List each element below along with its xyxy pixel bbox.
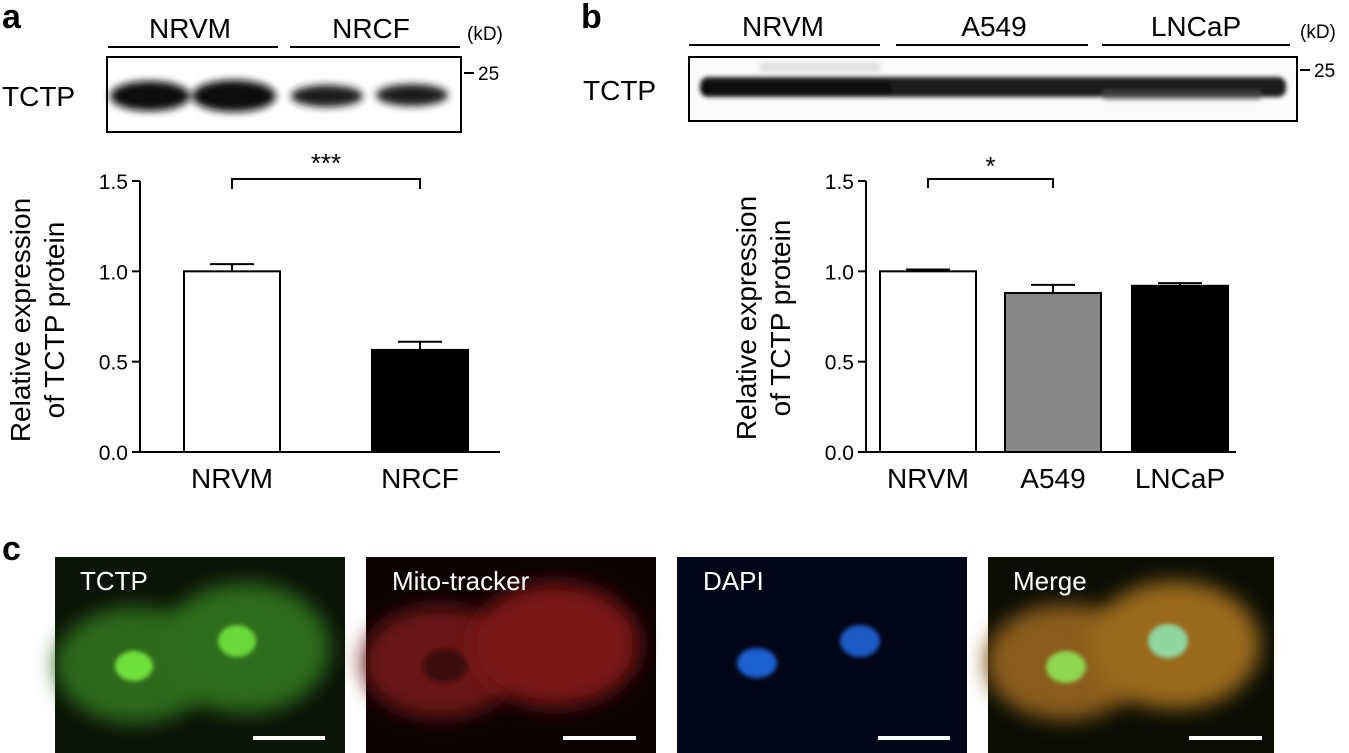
chart-b-xtick-label: A549 — [1020, 463, 1085, 494]
chart-a-ylabel-line2: of TCTP protein — [39, 222, 70, 419]
chart-b-ylabel-line1: Relative expression — [731, 196, 762, 440]
chart-a-ytick-label: 0.5 — [99, 352, 128, 375]
chart-b-bar — [879, 270, 977, 454]
micrograph-tctp-title: TCTP — [80, 566, 148, 596]
chart-a-ytick-label: 1.0 — [99, 261, 128, 284]
panel-a-letter: a — [2, 0, 22, 36]
chart-b-bar — [1004, 292, 1102, 453]
blot-a-unit: (kD) — [467, 24, 503, 45]
blot-b-image — [688, 56, 1298, 122]
blot-a-group-2: NRCF — [332, 13, 410, 44]
chart-a-xtick-label: NRCF — [381, 463, 459, 494]
chart-b-xtick-label: LNCaP — [1135, 463, 1225, 494]
panel-a: a NRVM NRCF (kD) TCTP 25 0.0 0.5 1.0 1.5 — [2, 0, 503, 494]
micrograph-dapi: DAPI — [677, 557, 967, 753]
chart-a-bar — [371, 348, 469, 454]
chart-b-significance-bracket — [927, 178, 1054, 188]
chart-a-ytick-label: 0.0 — [99, 442, 128, 465]
chart-a-significance-label: *** — [311, 148, 341, 178]
chart-a-ytick-label: 1.5 — [99, 171, 128, 194]
chart-b-significance-label: * — [985, 151, 995, 181]
panel-c: c TCTP Mito-tracker DAPI — [2, 530, 1274, 753]
blot-a-image — [106, 56, 462, 133]
chart-a-xtick-label: NRVM — [191, 463, 273, 494]
blot-b-group-3: LNCaP — [1151, 11, 1241, 42]
chart-b-bar — [1131, 284, 1229, 453]
blot-b-unit: (kD) — [1300, 22, 1336, 43]
blot-b-group-2: A549 — [961, 11, 1026, 42]
chart-a-significance-bracket — [231, 178, 421, 189]
blot-a-group-1: NRVM — [149, 13, 231, 44]
chart-b: 0.0 0.5 1.0 1.5 * NRVM A549 LNCaP Relative ex… — [731, 151, 1236, 494]
panel-c-letter: c — [2, 530, 21, 568]
blot-b-marker: 25 — [1314, 61, 1335, 82]
blot-a-protein-label: TCTP — [2, 81, 75, 112]
chart-b-ytick-label: 1.5 — [825, 171, 854, 194]
chart-a-ylabel-line1: Relative expression — [5, 198, 36, 442]
micrograph-merge: Merge — [985, 557, 1274, 753]
chart-b-xtick-label: NRVM — [887, 463, 969, 494]
micrograph-mito-tracker: Mito-tracker — [362, 557, 656, 753]
panel-b-letter: b — [581, 0, 602, 36]
chart-b-ylabel-line2: of TCTP protein — [765, 220, 796, 417]
blot-a-marker: 25 — [478, 64, 499, 85]
blot-b-group-1: NRVM — [742, 11, 824, 42]
chart-b-ytick-label: 0.0 — [825, 442, 854, 465]
micrograph-mito-tracker-title: Mito-tracker — [392, 566, 530, 596]
blot-b-protein-label: TCTP — [583, 75, 656, 106]
micrograph-merge-title: Merge — [1013, 566, 1087, 596]
chart-a-bar — [183, 270, 281, 454]
panel-b: b NRVM A549 LNCaP (kD) TCTP 25 0.0 0.5 1.0… — [581, 0, 1336, 494]
chart-b-ytick-label: 0.5 — [825, 352, 854, 375]
micrograph-tctp: TCTP — [55, 557, 345, 753]
micrograph-dapi-title: DAPI — [703, 566, 764, 596]
chart-b-ytick-label: 1.0 — [825, 261, 854, 284]
chart-a: 0.0 0.5 1.0 1.5 *** NRVM NRCF Relative expre… — [5, 148, 500, 494]
